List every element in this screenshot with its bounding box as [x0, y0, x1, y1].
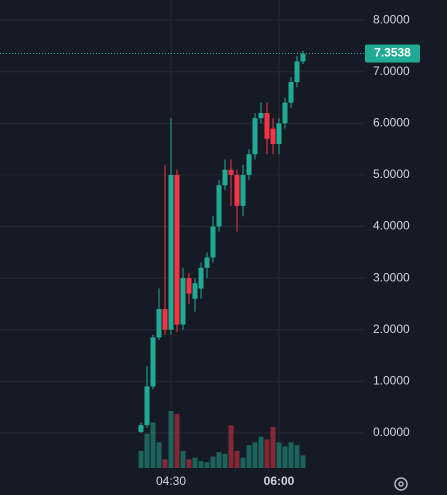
candle-body — [180, 278, 186, 325]
candle-body — [300, 53, 306, 62]
volume-bar — [258, 436, 264, 468]
y-tick-label: 0.0000 — [373, 425, 410, 439]
candle-body — [156, 309, 162, 338]
candle-body — [186, 278, 192, 294]
y-tick-label: 7.0000 — [373, 64, 410, 78]
volume-bar — [276, 442, 282, 468]
y-tick-label: 6.0000 — [373, 115, 410, 129]
candle-body — [246, 154, 252, 175]
volume-bar — [300, 455, 306, 468]
candle-body — [252, 118, 258, 155]
volume-bar — [162, 459, 168, 468]
y-tick-label: 3.0000 — [373, 270, 410, 284]
settings-icon[interactable] — [394, 477, 408, 491]
volume-bar — [264, 439, 270, 468]
volume-bar — [228, 425, 234, 468]
y-tick-label: 5.0000 — [373, 167, 410, 181]
axes: 0.0000 1.0000 2.0000 3.0000 4.0000 5.0000 6.00… — [156, 12, 420, 488]
candle-body — [282, 102, 288, 124]
volume-bar — [138, 450, 144, 468]
volume-bar — [222, 453, 228, 468]
y-tick-label: 8.0000 — [373, 12, 410, 26]
candle-body — [288, 82, 294, 103]
candle-body — [144, 386, 150, 426]
candle-body — [270, 128, 276, 144]
volume-bar — [150, 422, 156, 468]
volume-bar — [198, 461, 204, 468]
candle-body — [198, 267, 204, 289]
volume-bar — [240, 457, 246, 468]
candle-body — [294, 61, 300, 83]
volume-bar — [204, 462, 210, 468]
candle-body — [150, 337, 156, 387]
volume-bar — [234, 450, 240, 468]
candle-body — [240, 174, 246, 206]
last-price-label: 7.3538 — [374, 46, 411, 60]
volume-bar — [282, 446, 288, 468]
last-price-box — [365, 44, 420, 63]
volume-bar — [144, 433, 150, 468]
candle-body — [192, 283, 198, 299]
y-tick-label: 4.0000 — [373, 219, 410, 233]
candle-body — [204, 257, 210, 268]
volume-bar — [246, 445, 252, 468]
volume-bar — [168, 411, 174, 468]
x-tick-label: 04:30 — [156, 474, 186, 488]
candle-body — [276, 123, 282, 144]
volume-bar — [192, 457, 198, 468]
volume-bar — [210, 456, 216, 468]
volume-bar — [156, 442, 162, 468]
volume-bar — [186, 459, 192, 468]
volume-bar — [174, 413, 180, 468]
candle-body — [174, 174, 180, 325]
candle-body — [228, 169, 234, 175]
x-tick-label: 06:00 — [264, 474, 295, 488]
volume-bar — [216, 452, 222, 468]
candle-body — [138, 425, 144, 432]
volume-bar — [288, 442, 294, 468]
volume-bar — [180, 450, 186, 468]
candle-body — [168, 174, 174, 330]
volume-bar — [270, 426, 276, 468]
candle-body — [162, 309, 168, 330]
candle-body — [216, 185, 222, 227]
gear-center[interactable] — [398, 481, 404, 487]
volume-bar — [252, 442, 258, 468]
candle-body — [264, 113, 270, 139]
y-tick-label: 1.0000 — [373, 373, 410, 387]
gear-outline[interactable] — [394, 477, 408, 491]
y-tick-label: 2.0000 — [373, 322, 410, 336]
candle-body — [222, 169, 228, 186]
candle-body — [210, 226, 216, 258]
volume-bar — [294, 445, 300, 468]
candle-body — [234, 174, 240, 206]
candle-body — [258, 113, 264, 119]
marks — [0, 51, 365, 468]
